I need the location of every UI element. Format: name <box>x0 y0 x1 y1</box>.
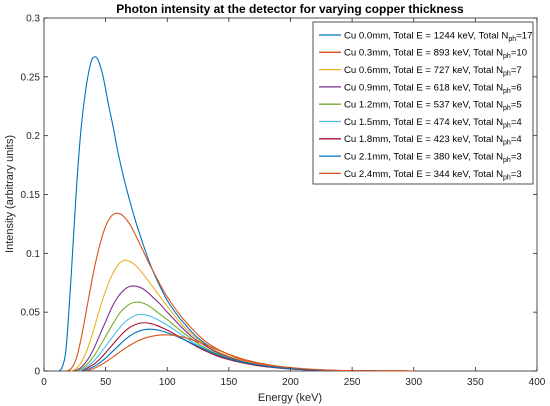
legend-entry-5: Cu 1.5mm, Total E = 474 keV, Total Nph=4 <box>344 117 522 129</box>
legend-box <box>312 21 534 185</box>
legend-entry-7: Cu 2.1mm, Total E = 380 keV, Total Nph=3 <box>344 152 522 165</box>
legend-entry-4: Cu 1.2mm, Total E = 537 keV, Total Nph=5 <box>344 100 522 113</box>
x-tick-label: 300 <box>405 377 422 388</box>
legend-entry-count: =4 <box>511 134 523 145</box>
y-tick-label: 0.2 <box>26 131 40 142</box>
x-tick-label: 400 <box>529 377 546 388</box>
legend-entry-subscript: ph <box>503 105 511 112</box>
legend-entry-count: =3 <box>511 169 522 180</box>
legend-entry-3: Cu 0.9mm, Total E = 618 keV, Total Nph=6 <box>344 82 522 95</box>
legend-entry-label: Cu 2.4mm, Total E = 344 keV, Total N <box>344 169 503 180</box>
legend-entry-8: Cu 2.4mm, Total E = 344 keV, Total Nph=3 <box>344 169 522 182</box>
y-tick-label: 0.3 <box>26 14 40 25</box>
y-axis-label: Intensity (arbitrary units) <box>4 135 16 253</box>
y-tick-label: 0.05 <box>21 308 41 319</box>
legend-entry-2: Cu 0.6mm, Total E = 727 keV, Total Nph=7 <box>344 65 522 78</box>
legend-entry-subscript: ph <box>503 53 511 60</box>
legend-entry-6: Cu 1.8mm, Total E = 423 keV, Total Nph=4 <box>344 134 522 147</box>
y-tick-label: 0.25 <box>21 72 41 83</box>
legend-entry-count: =17 <box>516 30 532 41</box>
legend-entry-0: Cu 0.0mm, Total E = 1244 keV, Total Nph=… <box>344 30 532 43</box>
legend-entry-label: Cu 2.1mm, Total E = 380 keV, Total N <box>344 152 503 163</box>
y-tick-label: 0.1 <box>26 249 40 260</box>
x-tick-label: 250 <box>344 377 361 388</box>
legend-entry-subscript: ph <box>503 71 511 78</box>
legend-entry-subscript: ph <box>503 140 511 147</box>
legend-entry-count: =10 <box>511 48 527 59</box>
y-tick-label: 0.15 <box>21 190 41 201</box>
legend-entry-1: Cu 0.3mm, Total E = 893 keV, Total Nph=1… <box>344 48 527 61</box>
legend-entry-label: Cu 0.6mm, Total E = 727 keV, Total N <box>344 65 503 76</box>
legend-items: Cu 0.0mm, Total E = 1244 keV, Total Nph=… <box>319 30 532 181</box>
tick-layer: 0 50 100 150 200 250 300 350 400 0 0.05 0.1 0.15 0.2 0… <box>21 14 546 389</box>
legend-entry-subscript: ph <box>503 174 511 181</box>
legend-entry-count: =7 <box>511 65 522 76</box>
legend-entry-subscript: ph <box>503 88 511 95</box>
legend: Cu 0.0mm, Total E = 1244 keV, Total Nph=… <box>312 21 534 185</box>
legend-entry-count: =4 <box>511 117 523 128</box>
legend-entry-label: Cu 1.5mm, Total E = 474 keV, Total N <box>344 117 503 128</box>
x-tick-label: 100 <box>159 377 176 388</box>
legend-entry-label: Cu 0.3mm, Total E = 893 keV, Total N <box>344 48 503 59</box>
legend-entry-count: =3 <box>511 152 522 163</box>
legend-entry-count: =5 <box>511 100 522 111</box>
x-tick-label: 0 <box>41 377 47 388</box>
series-layer <box>58 56 414 372</box>
x-tick-label: 350 <box>467 377 484 388</box>
legend-entry-subscript: ph <box>508 36 516 43</box>
legend-entry-label: Cu 1.8mm, Total E = 423 keV, Total N <box>344 134 503 145</box>
legend-entry-subscript: ph <box>503 157 511 164</box>
x-axis-label: Energy (keV) <box>258 392 322 404</box>
legend-entry-count: =6 <box>511 82 522 93</box>
y-tick-label: 0 <box>34 367 40 378</box>
series-line-8 <box>86 334 414 372</box>
legend-entry-label: Cu 0.9mm, Total E = 618 keV, Total N <box>344 82 503 93</box>
legend-entry-label: Cu 0.0mm, Total E = 1244 keV, Total N <box>344 30 508 41</box>
legend-entry-label: Cu 1.2mm, Total E = 537 keV, Total N <box>344 100 503 111</box>
x-tick-label: 50 <box>100 377 112 388</box>
legend-entry-subscript: ph <box>503 122 511 129</box>
chart-title: Photon intensity at the detector for var… <box>116 2 464 16</box>
x-tick-label: 150 <box>221 377 238 388</box>
x-tick-label: 200 <box>282 377 299 388</box>
